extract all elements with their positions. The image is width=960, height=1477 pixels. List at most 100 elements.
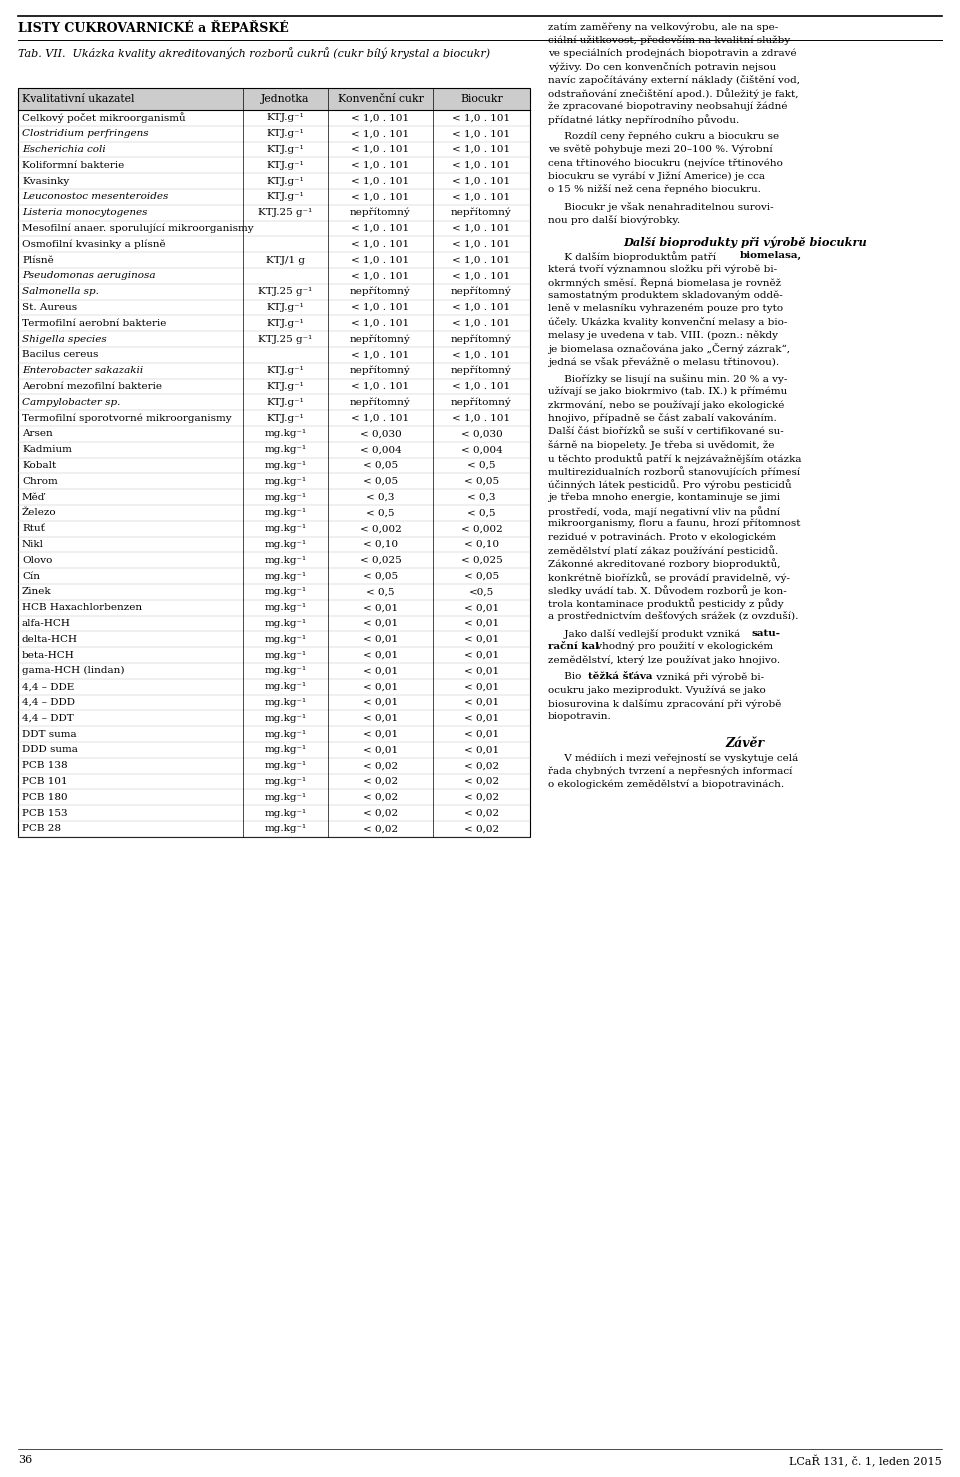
Text: cena třtinového biocukru (nejvíce třtinového: cena třtinového biocukru (nejvíce třtino… [548,158,782,167]
Text: < 0,5: < 0,5 [468,461,495,470]
Text: navíc započítávány externí náklady (čištění vod,: navíc započítávány externí náklady (čišt… [548,75,800,84]
Text: KTJ.g⁻¹: KTJ.g⁻¹ [267,192,304,201]
Text: jedná se však převážně o melasu třtinovou).: jedná se však převážně o melasu třtinovo… [548,356,780,366]
Text: je třeba mnoho energie, kontaminuje se jimi: je třeba mnoho energie, kontaminuje se j… [548,493,780,502]
Text: ve světě pohybuje mezi 20–100 %. Výrobní: ve světě pohybuje mezi 20–100 %. Výrobní [548,145,773,154]
Text: < 0,10: < 0,10 [363,541,398,549]
Text: Další část biořízků se suší v certifikované su-: Další část biořízků se suší v certifikov… [548,427,783,436]
Text: výživy. Do cen konvenčních potravin nejsou: výživy. Do cen konvenčních potravin nejs… [548,62,777,71]
Text: < 1,0 . 101: < 1,0 . 101 [452,145,511,154]
Text: o 15 % nižší než cena řepného biocukru.: o 15 % nižší než cena řepného biocukru. [548,185,761,195]
Text: nepřítomný: nepřítomný [350,208,411,217]
Text: < 0,01: < 0,01 [464,746,499,755]
Bar [18,89,530,109]
Text: rezidué v potravinách. Proto v ekologickém: rezidué v potravinách. Proto v ekologick… [548,532,776,542]
Text: u těchto produktů patří k nejzávažnějším otázka: u těchto produktů patří k nejzávažnějším… [548,453,802,464]
Text: PCB 138: PCB 138 [22,761,67,770]
Text: biopotravin.: biopotravin. [548,712,612,721]
Text: trola kontaminace produktů pesticidy z půdy: trola kontaminace produktů pesticidy z p… [548,598,783,609]
Text: Clostridium perfringens: Clostridium perfringens [22,128,149,139]
Text: multirezidualních rozborů stanovujících přímesí: multirezidualních rozborů stanovujících … [548,467,800,477]
Text: PCB 101: PCB 101 [22,777,67,786]
Text: St. Aureus: St. Aureus [22,303,77,312]
Text: mikroorganismy, floru a faunu, hrozí přítomnost: mikroorganismy, floru a faunu, hrozí pří… [548,518,801,529]
Text: leně v melasníku vyhrazeném pouze pro tyto: leně v melasníku vyhrazeném pouze pro ty… [548,304,783,313]
Text: satu-: satu- [752,629,781,638]
Text: Aerobní mezofilní bakterie: Aerobní mezofilní bakterie [22,383,162,391]
Text: Další bioprodukty při výrobě biocukru: Další bioprodukty při výrobě biocukru [623,236,867,248]
Text: < 1,0 . 101: < 1,0 . 101 [452,350,511,359]
Text: K dalším bioproduktům patří: K dalším bioproduktům patří [548,251,719,261]
Text: Plísně: Plísně [22,256,54,264]
Text: mg.kg⁻¹: mg.kg⁻¹ [264,493,306,502]
Text: rační kal: rační kal [548,642,599,651]
Text: KTJ.g⁻¹: KTJ.g⁻¹ [267,161,304,170]
Text: delta-HCH: delta-HCH [22,635,78,644]
Text: < 0,01: < 0,01 [363,682,398,691]
Bar [18,89,530,837]
Text: < 1,0 . 101: < 1,0 . 101 [351,177,410,186]
Text: < 1,0 . 101: < 1,0 . 101 [452,319,511,328]
Text: gama-HCH (lindan): gama-HCH (lindan) [22,666,125,675]
Text: < 1,0 . 101: < 1,0 . 101 [452,225,511,233]
Text: < 0,01: < 0,01 [464,730,499,738]
Text: 4,4 – DDD: 4,4 – DDD [22,699,75,707]
Text: hnojivo, případně se část zabalí vakováním.: hnojivo, případně se část zabalí vakován… [548,414,777,424]
Text: konkrétně biořízků, se provádí pravidelně, vý-: konkrétně biořízků, se provádí pravideln… [548,572,790,582]
Text: < 1,0 . 101: < 1,0 . 101 [452,114,511,123]
Text: vhodný pro použití v ekologickém: vhodný pro použití v ekologickém [593,642,773,651]
Text: ocukru jako meziprodukt. Využívá se jako: ocukru jako meziprodukt. Využívá se jako [548,685,766,694]
Text: a prostřednictvím dešťových srážek (z ovzduší).: a prostřednictvím dešťových srážek (z ov… [548,611,799,622]
Text: nepřítomný: nepřítomný [350,397,411,408]
Text: < 0,01: < 0,01 [464,650,499,660]
Text: Campylobacter sp.: Campylobacter sp. [22,397,120,406]
Text: mg.kg⁻¹: mg.kg⁻¹ [264,730,306,738]
Text: Arsen: Arsen [22,430,53,439]
Text: mg.kg⁻¹: mg.kg⁻¹ [264,619,306,628]
Text: PCB 153: PCB 153 [22,808,67,818]
Text: < 1,0 . 101: < 1,0 . 101 [351,192,410,201]
Text: < 0,01: < 0,01 [363,699,398,707]
Text: účinných látek pesticidů. Pro výrobu pesticidů: účinných látek pesticidů. Pro výrobu pes… [548,480,792,490]
Text: mg.kg⁻¹: mg.kg⁻¹ [264,682,306,691]
Text: KTJ.g⁻¹: KTJ.g⁻¹ [267,414,304,422]
Text: samostatným produktem skladovaným oddě-: samostatným produktem skladovaným oddě- [548,291,782,300]
Text: Biocukr: Biocukr [460,95,503,103]
Text: < 0,01: < 0,01 [464,603,499,611]
Text: mg.kg⁻¹: mg.kg⁻¹ [264,808,306,818]
Text: KTJ.g⁻¹: KTJ.g⁻¹ [267,128,304,139]
Text: Pseudomonas aeruginosa: Pseudomonas aeruginosa [22,272,156,281]
Text: < 1,0 . 101: < 1,0 . 101 [351,272,410,281]
Text: KTJ.g⁻¹: KTJ.g⁻¹ [267,383,304,391]
Text: Kvasinky: Kvasinky [22,177,69,186]
Text: < 1,0 . 101: < 1,0 . 101 [452,383,511,391]
Text: mg.kg⁻¹: mg.kg⁻¹ [264,461,306,470]
Text: < 1,0 . 101: < 1,0 . 101 [351,161,410,170]
Text: Bio: Bio [548,672,585,681]
Text: melasy je uvedena v tab. VIII. (pozn.: někdy: melasy je uvedena v tab. VIII. (pozn.: n… [548,331,778,340]
Text: < 0,01: < 0,01 [464,666,499,675]
Text: < 0,02: < 0,02 [363,761,398,770]
Text: přídatné látky nepřírodního původu.: přídatné látky nepřírodního původu. [548,114,739,126]
Text: < 1,0 . 101: < 1,0 . 101 [452,128,511,139]
Text: < 1,0 . 101: < 1,0 . 101 [351,128,410,139]
Text: Závěr: Závěr [726,737,764,750]
Text: < 1,0 . 101: < 1,0 . 101 [452,239,511,248]
Text: těžká šťáva: těžká šťáva [588,672,653,681]
Text: že zpracované biopotraviny neobsahují žádné: že zpracované biopotraviny neobsahují žá… [548,102,787,111]
Text: mg.kg⁻¹: mg.kg⁻¹ [264,445,306,455]
Text: nepřítomný: nepřítomný [350,287,411,297]
Text: KTJ.25 g⁻¹: KTJ.25 g⁻¹ [258,208,313,217]
Text: mg.kg⁻¹: mg.kg⁻¹ [264,666,306,675]
Text: zemědělství platí zákaz používání pesticidů.: zemědělství platí zákaz používání pestic… [548,545,779,557]
Text: šárně na biopelety. Je třeba si uvědomit, že: šárně na biopelety. Je třeba si uvědomit… [548,440,775,450]
Text: DDD suma: DDD suma [22,746,78,755]
Text: mg.kg⁻¹: mg.kg⁻¹ [264,777,306,786]
Text: Celkový počet mikroorganismů: Celkový počet mikroorganismů [22,112,185,123]
Text: < 0,01: < 0,01 [363,650,398,660]
Text: PCB 28: PCB 28 [22,824,61,833]
Text: < 1,0 . 101: < 1,0 . 101 [452,414,511,422]
Text: zkrmování, nebo se používají jako ekologické: zkrmování, nebo se používají jako ekolog… [548,400,784,409]
Text: < 1,0 . 101: < 1,0 . 101 [351,319,410,328]
Text: < 1,0 . 101: < 1,0 . 101 [351,303,410,312]
